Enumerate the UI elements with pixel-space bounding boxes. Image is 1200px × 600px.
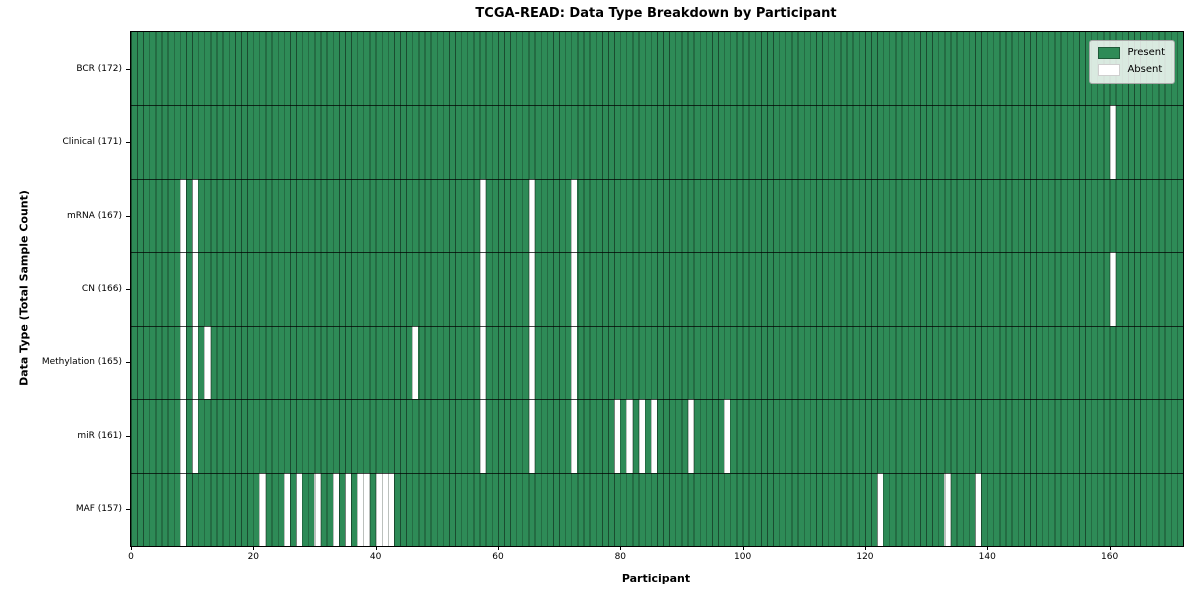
y-tick-mark [126, 215, 130, 217]
cells-layer [131, 32, 1183, 546]
absent-cell [975, 472, 982, 546]
absent-cell [192, 178, 199, 253]
absent-cell [724, 399, 731, 473]
absent-cell [345, 472, 352, 546]
x-tick-mark [987, 546, 989, 550]
absent-cell [204, 325, 211, 400]
y-tick-mark [126, 289, 130, 290]
absent-cell [479, 252, 486, 326]
x-tick-label: 0 [128, 552, 134, 562]
absent-cell [944, 472, 951, 546]
absent-cell [626, 399, 633, 473]
legend-swatch-present [1098, 47, 1121, 59]
y-axis-label: Data Type (Total Sample Count) [17, 190, 31, 386]
absent-cell [687, 399, 694, 473]
absent-cell [650, 399, 657, 473]
x-axis-label: Participant [621, 572, 691, 585]
y-tick-label: CN (166) [81, 284, 122, 294]
x-tick-label: 40 [369, 552, 382, 562]
absent-cell [528, 399, 535, 473]
absent-cell [638, 399, 645, 473]
y-tick-mark [126, 68, 130, 70]
absent-cell [571, 252, 578, 326]
x-tick-mark [742, 546, 744, 550]
chart-title: TCGA-READ: Data Type Breakdown by Partic… [475, 6, 837, 21]
absent-cell [528, 325, 535, 400]
absent-cell [179, 178, 187, 253]
absent-cell [1109, 105, 1116, 179]
y-tick-label: mRNA (167) [67, 210, 122, 221]
y-tick-label: Clinical (171) [62, 137, 122, 148]
x-tick-mark [1109, 546, 1111, 550]
absent-cell [614, 399, 621, 473]
legend-swatch-absent [1098, 64, 1121, 76]
absent-cell [192, 325, 199, 400]
absent-cell [296, 472, 303, 546]
x-tick-label: 60 [492, 552, 504, 562]
absent-cell [179, 325, 187, 400]
y-tick-mark [126, 509, 130, 511]
absent-cell [1109, 252, 1116, 326]
x-tick-mark [375, 546, 377, 550]
x-tick-label: 120 [856, 552, 874, 562]
absent-cell [479, 178, 486, 253]
x-tick-label: 80 [614, 552, 627, 562]
absent-cell [192, 252, 199, 326]
heatmap-plot: Present Absent [130, 31, 1184, 547]
x-tick-mark [620, 546, 622, 550]
absent-cell [387, 472, 394, 546]
x-tick-mark [497, 546, 499, 550]
absent-cell [528, 252, 535, 326]
absent-cell [479, 399, 486, 473]
y-tick-mark [126, 362, 130, 364]
absent-cell [412, 325, 419, 400]
y-tick-mark [126, 435, 130, 437]
y-tick-label: Methylation (165) [41, 357, 122, 368]
absent-cell [283, 472, 291, 546]
x-tick-mark [131, 546, 132, 550]
legend: Present Absent [1089, 40, 1175, 84]
absent-cell [571, 325, 578, 400]
absent-cell [363, 472, 370, 546]
x-tick-label: 140 [978, 552, 996, 562]
legend-item-present: Present [1098, 47, 1165, 59]
absent-cell [314, 472, 321, 546]
x-tick-label: 100 [734, 552, 752, 562]
y-tick-mark [126, 142, 130, 144]
y-tick-label: MAF (157) [75, 504, 122, 515]
absent-cell [571, 399, 578, 473]
legend-item-absent: Absent [1098, 64, 1165, 76]
x-tick-mark [864, 546, 866, 550]
absent-cell [479, 325, 486, 400]
absent-cell [877, 472, 884, 546]
x-tick-label: 20 [247, 552, 260, 562]
absent-cell [179, 252, 187, 326]
absent-cell [528, 178, 535, 253]
legend-label-absent: Absent [1127, 64, 1163, 75]
absent-cell [179, 399, 187, 473]
absent-cell [259, 472, 266, 546]
absent-cell [192, 399, 199, 473]
x-tick-mark [253, 546, 255, 550]
y-tick-label: miR (161) [77, 430, 122, 441]
absent-cell [571, 178, 578, 253]
x-tick-label: 160 [1101, 552, 1119, 562]
y-tick-label: BCR (172) [76, 63, 122, 74]
absent-cell [179, 472, 187, 546]
legend-label-present: Present [1127, 47, 1165, 58]
absent-cell [332, 472, 339, 546]
